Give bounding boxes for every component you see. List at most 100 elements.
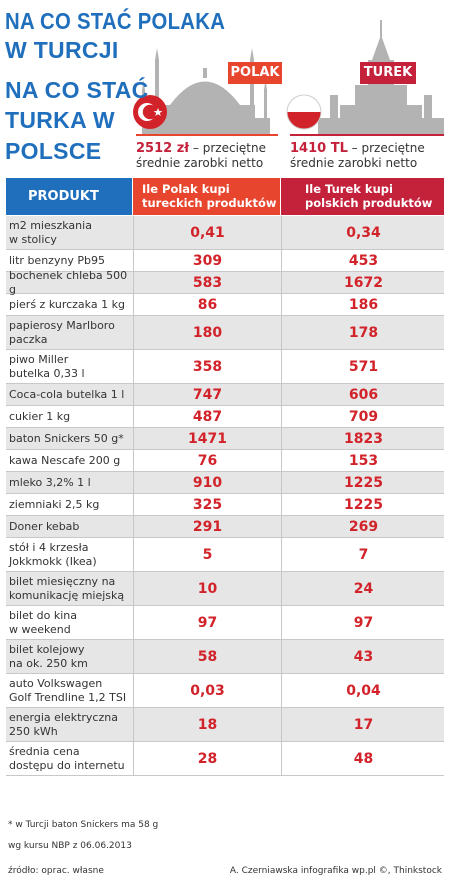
row-label: mleko 3,2% 1 l	[9, 472, 133, 493]
table-row: litr benzyny Pb95 309 453	[6, 250, 444, 272]
palace-icon	[318, 20, 444, 135]
row-label-line-2: komunikację miejską	[9, 588, 125, 602]
row-label-line-2: w weekend	[9, 622, 71, 636]
table-row: bilet miesięczny na komunikację miejską 10…	[6, 572, 444, 606]
turek-value: 24	[281, 572, 445, 605]
header-polak-line-1: Ile Polak kupi	[142, 182, 230, 196]
table-row: kawa Nescafe 200 g 76 153	[6, 450, 444, 472]
row-label: cukier 1 kg	[9, 406, 133, 427]
turek-value: 606	[281, 384, 445, 405]
row-label-line-1: pierś z kurczaka 1 kg	[9, 297, 125, 311]
row-label: kawa Nescafe 200 g	[9, 450, 133, 471]
turek-value: 1225	[281, 472, 445, 493]
row-label-line-1: bilet do kina	[9, 609, 78, 622]
polak-income: 2512 zł – przeciętne średnie zarobki net…	[136, 141, 266, 170]
row-label-line-2: na ok. 250 km	[9, 656, 88, 670]
row-label: bilet kolejowy na ok. 250 km	[9, 640, 133, 673]
turek-value: 453	[281, 250, 445, 271]
row-label-line-2: paczka	[9, 332, 48, 346]
polak-value: 28	[133, 742, 281, 775]
row-label: litr benzyny Pb95	[9, 250, 133, 271]
header-product: PRODUKT	[6, 178, 132, 215]
polak-value: 58	[133, 640, 281, 673]
polak-value: 97	[133, 606, 281, 639]
polak-value: 325	[133, 494, 281, 515]
table-row: bochenek chleba 500 g 583 1672	[6, 269, 444, 296]
row-label: średnia cena dostępu do internetu	[9, 742, 133, 775]
polak-value: 76	[133, 450, 281, 471]
row-label-line-2: 250 kWh	[9, 724, 58, 738]
footnote: * w Turcji baton Snickers ma 58 g	[8, 820, 159, 830]
row-label: bochenek chleba 500 g	[9, 269, 133, 296]
turek-income-amount: 1410 TL	[290, 141, 348, 156]
turek-value: 571	[281, 350, 445, 383]
turek-value: 1823	[281, 428, 445, 449]
polak-value: 180	[133, 316, 281, 349]
row-label-line-1: Doner kebab	[9, 519, 80, 533]
row-label: pierś z kurczaka 1 kg	[9, 294, 133, 315]
turek-value: 7	[281, 538, 445, 571]
turek-value: 48	[281, 742, 445, 775]
row-label-line-1: auto Volkswagen	[9, 677, 103, 690]
title-line-3: NA CO STAĆ	[5, 77, 149, 103]
row-label-line-1: mleko 3,2% 1 l	[9, 475, 91, 489]
row-label: m2 mieszkania w stolicy	[9, 216, 133, 249]
polak-value: 0,03	[133, 674, 281, 707]
table-row: mleko 3,2% 1 l 910 1225	[6, 472, 444, 494]
table-row: papierosy Marlboro paczka 180 178	[6, 316, 444, 350]
row-label: baton Snickers 50 g*	[9, 428, 133, 449]
header-polak-line-2: tureckich produktów	[142, 196, 277, 210]
turek-income: 1410 TL – przeciętne średnie zarobki net…	[290, 141, 425, 170]
title-line-1: NA CO STAĆ POLAKA	[5, 8, 226, 34]
turkey-flag-icon	[133, 95, 167, 129]
row-label-line-1: litr benzyny Pb95	[9, 253, 106, 267]
polak-income-text-2: średnie zarobki netto	[136, 156, 264, 170]
turek-value: 97	[281, 606, 445, 639]
polak-income-text: – przeciętne	[189, 141, 266, 155]
polak-value: 5	[133, 538, 281, 571]
polak-value: 1471	[133, 428, 281, 449]
title-line-2: W TURCJI	[5, 37, 119, 63]
table-row: Coca-cola butelka 1 l 747 606	[6, 384, 444, 406]
row-label: auto Volkswagen Golf Trendline 1,2 TSI	[9, 674, 133, 707]
row-label-line-1: energia elektryczna	[9, 711, 118, 724]
row-label-line-1: bilet kolejowy	[9, 643, 85, 656]
header-polak: Ile Polak kupi tureckich produktów	[133, 178, 280, 215]
comparison-table: m2 mieszkania w stolicy 0,41 0,34 litr benzy…	[6, 216, 444, 776]
row-label: stół i 4 krzesła Jokkmokk (Ikea)	[9, 538, 133, 571]
turek-tag: TUREK	[360, 62, 416, 84]
polak-value: 910	[133, 472, 281, 493]
turek-income-text-2: średnie zarobki netto	[290, 156, 418, 170]
skyline-illustration	[133, 20, 444, 136]
table-row: pierś z kurczaka 1 kg 86 186	[6, 294, 444, 316]
header-turek-line-2: polskich produktów	[305, 196, 433, 210]
row-label-line-1: piwo Miller	[9, 353, 69, 366]
row-label-line-1: m2 mieszkania	[9, 219, 92, 232]
table-row: bilet kolejowy na ok. 250 km 58 43	[6, 640, 444, 674]
table-row: piwo Miller butelka 0,33 l 358 571	[6, 350, 444, 384]
table-row: auto Volkswagen Golf Trendline 1,2 TSI 0,0…	[6, 674, 444, 708]
header: NA CO STAĆ POLAKA W TURCJI NA CO STAĆ TU…	[0, 0, 450, 178]
row-label-line-2: butelka 0,33 l	[9, 366, 85, 380]
source-note: źródło: oprac. własne	[8, 866, 104, 876]
exchange-rate-note: wg kursu NBP z 06.06.2013	[8, 841, 132, 851]
row-label: ziemniaki 2,5 kg	[9, 494, 133, 515]
row-label: Coca-cola butelka 1 l	[9, 384, 133, 405]
turek-value: 17	[281, 708, 445, 741]
row-label-line-2: Golf Trendline 1,2 TSI	[9, 690, 127, 704]
row-label: Doner kebab	[9, 516, 133, 537]
row-label: energia elektryczna 250 kWh	[9, 708, 133, 741]
row-label-line-1: średnia cena	[9, 745, 80, 758]
turek-value: 269	[281, 516, 445, 537]
row-label-line-1: ziemniaki 2,5 kg	[9, 497, 100, 511]
row-label-line-1: stół i 4 krzesła	[9, 541, 89, 554]
row-label-line-1: kawa Nescafe 200 g	[9, 453, 121, 467]
table-row: baton Snickers 50 g* 1471 1823	[6, 428, 444, 450]
polak-value: 291	[133, 516, 281, 537]
table-row: cukier 1 kg 487 709	[6, 406, 444, 428]
poland-flag-icon	[286, 94, 322, 130]
polak-value: 0,41	[133, 216, 281, 249]
row-label-line-2: w stolicy	[9, 232, 57, 246]
row-label-line-1: Coca-cola butelka 1 l	[9, 387, 125, 401]
row-label-line-1: baton Snickers 50 g*	[9, 431, 124, 445]
